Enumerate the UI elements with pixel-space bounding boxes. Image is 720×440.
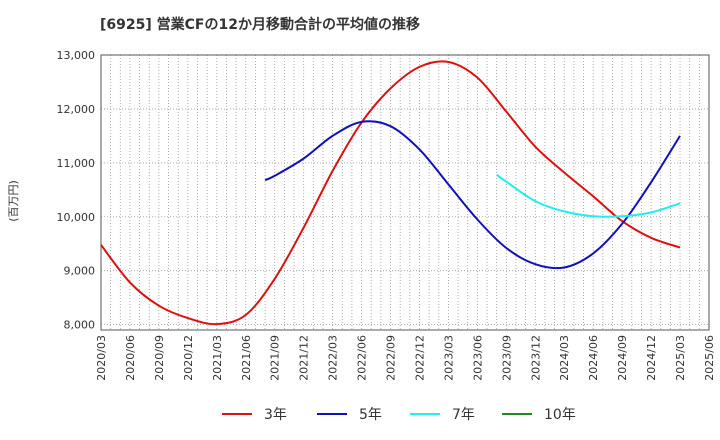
x-tick-label: 2023/09 — [500, 335, 513, 381]
grid — [101, 54, 709, 330]
x-tick-label: 2025/03 — [674, 335, 687, 381]
legend-label-1: 3年 — [264, 407, 287, 423]
y-axis-label: (百万円) — [7, 180, 20, 222]
y-tick-label: 8,000 — [64, 319, 96, 332]
chart-title: [6925] 営業CFの12か月移動合計の平均値の推移 — [100, 16, 420, 33]
x-tick-label: 2020/03 — [95, 335, 108, 381]
x-tick-label: 2022/03 — [327, 335, 340, 381]
legend-label-4: 10年 — [544, 407, 576, 423]
x-tick-label: 2021/06 — [240, 335, 253, 381]
x-tick-label: 2021/09 — [269, 335, 282, 381]
y-axis-ticks: 8,000 9,000 10,000 11,000 12,000 13,000 — [57, 49, 96, 332]
series-line-3 — [496, 173, 681, 218]
x-tick-label: 2021/12 — [298, 335, 311, 381]
x-tick-label: 2020/12 — [182, 335, 195, 381]
x-tick-label: 2024/06 — [587, 335, 600, 381]
x-tick-label: 2024/09 — [616, 335, 629, 381]
x-axis-ticks: 2020/03 2020/06 2020/09 2020/12 2021/03 2021/… — [95, 335, 716, 381]
x-tick-label: 2020/09 — [153, 335, 166, 381]
x-tick-label: 2023/12 — [529, 335, 542, 381]
legend-label-2: 5年 — [359, 407, 382, 423]
series-line-2 — [264, 120, 681, 270]
x-tick-label: 2024/12 — [645, 335, 658, 381]
y-tick-label: 10,000 — [57, 211, 96, 224]
y-tick-label: 13,000 — [57, 49, 96, 62]
series-line-1 — [100, 60, 681, 326]
x-tick-label: 2022/12 — [413, 335, 426, 381]
series-lines — [100, 60, 681, 326]
y-tick-label: 12,000 — [57, 103, 96, 116]
y-tick-label: 9,000 — [64, 265, 96, 278]
legend: 3年 5年 7年 10年 — [222, 407, 576, 423]
legend-label-3: 7年 — [452, 407, 475, 423]
plot-frame — [100, 54, 710, 331]
x-tick-label: 2022/09 — [385, 335, 398, 381]
x-tick-label: 2020/06 — [124, 335, 137, 381]
x-tick-label: 2025/06 — [703, 335, 716, 381]
x-tick-label: 2024/03 — [558, 335, 571, 381]
x-tick-label: 2021/03 — [211, 335, 224, 381]
x-tick-label: 2023/03 — [442, 335, 455, 381]
x-tick-label: 2022/06 — [356, 335, 369, 381]
x-tick-label: 2023/06 — [471, 335, 484, 381]
y-tick-label: 11,000 — [57, 157, 96, 170]
